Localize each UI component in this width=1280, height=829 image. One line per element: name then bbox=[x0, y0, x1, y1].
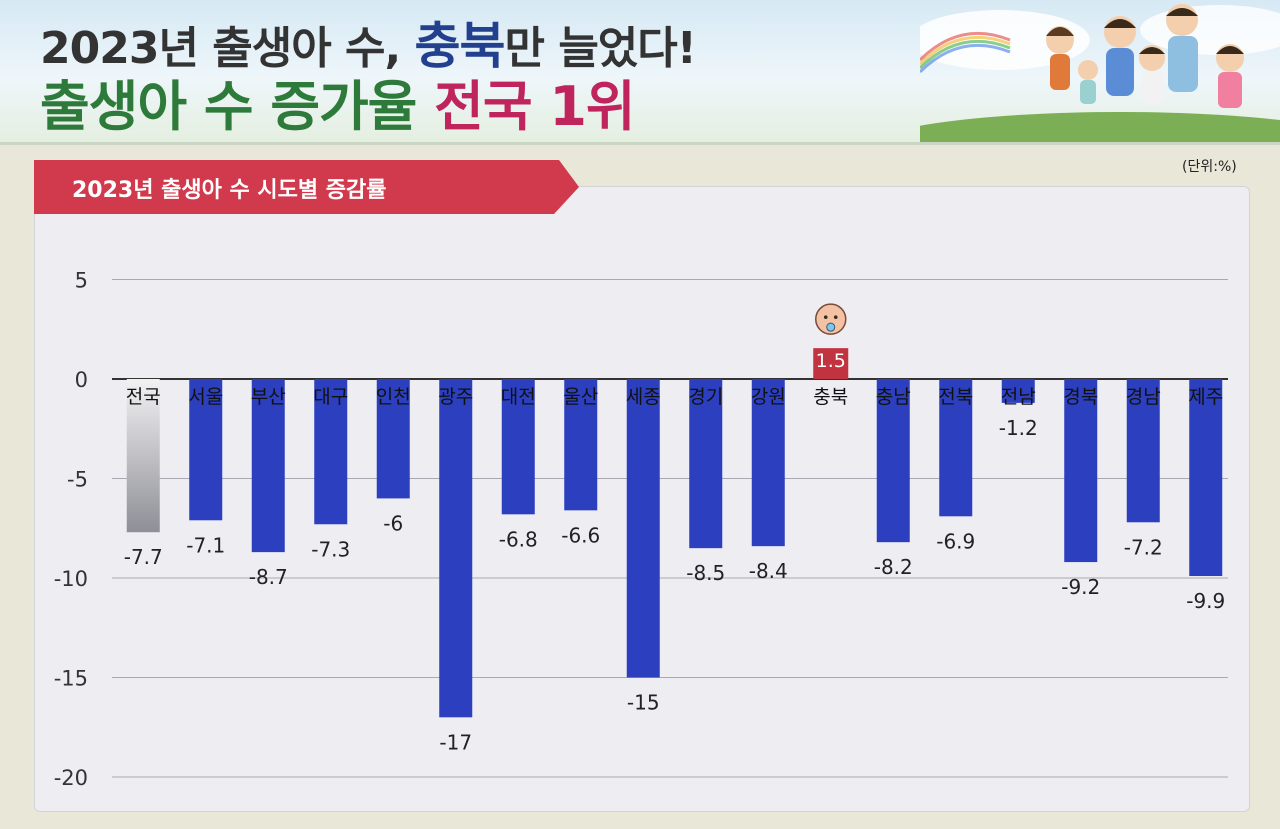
baby-icon-eye bbox=[833, 315, 838, 319]
value-label: -6.6 bbox=[561, 523, 600, 547]
value-label: -15 bbox=[627, 691, 660, 715]
value-label: -7.1 bbox=[186, 533, 225, 557]
y-tick-label: -5 bbox=[67, 468, 88, 492]
category-label: 세종 bbox=[626, 386, 661, 408]
headline-1-highlight: 충북 bbox=[414, 17, 506, 75]
value-label: -6.8 bbox=[499, 527, 538, 551]
value-label: -7.3 bbox=[311, 537, 350, 561]
bar bbox=[689, 379, 723, 549]
category-label: 경남 bbox=[1126, 386, 1161, 408]
chart-title-banner bbox=[34, 160, 579, 214]
y-tick-label: 5 bbox=[75, 269, 88, 293]
y-tick-label: 0 bbox=[75, 368, 88, 392]
category-label: 광주 bbox=[438, 386, 473, 408]
category-label: 제주 bbox=[1188, 386, 1223, 408]
unit-label: (단위:%) bbox=[1182, 159, 1237, 175]
category-label: 대전 bbox=[501, 386, 536, 408]
y-tick-label: -10 bbox=[54, 567, 88, 591]
bar bbox=[314, 379, 348, 525]
bar bbox=[876, 379, 910, 543]
value-label: -7.7 bbox=[124, 545, 163, 569]
value-label: -6 bbox=[383, 511, 403, 535]
chart-title: 2023년 출생아 수 시도별 증감률 bbox=[72, 178, 387, 203]
value-label: -9.2 bbox=[1061, 575, 1100, 599]
value-label: -8.7 bbox=[249, 565, 288, 589]
y-tick-label: -15 bbox=[54, 667, 88, 691]
headline-2-highlight: 전국 1위 bbox=[434, 75, 635, 138]
category-label: 충북 bbox=[813, 386, 848, 408]
category-label: 전국 bbox=[126, 386, 161, 408]
category-label: 서울 bbox=[188, 386, 223, 408]
grid-layer: 5 0 -5 -10 -15 -20 bbox=[54, 269, 1228, 790]
headline-line-2: 출생아 수 증가율 전국 1위 bbox=[40, 62, 636, 141]
value-label: -7.2 bbox=[1124, 535, 1163, 559]
bar-layer bbox=[126, 348, 1223, 718]
category-label: 강원 bbox=[751, 386, 786, 408]
headline-2-text: 출생아 수 증가율 bbox=[40, 75, 435, 138]
value-label: -9.9 bbox=[1186, 589, 1225, 613]
bar bbox=[439, 379, 473, 718]
bar bbox=[1189, 379, 1223, 577]
category-label: 대구 bbox=[313, 386, 348, 408]
value-label: -8.5 bbox=[686, 561, 725, 585]
y-tick-label: -20 bbox=[54, 766, 88, 790]
value-label: -8.4 bbox=[749, 559, 788, 583]
bar bbox=[126, 379, 160, 533]
bar bbox=[251, 379, 285, 553]
category-label: 부산 bbox=[251, 386, 286, 408]
value-label: 1.5 bbox=[816, 350, 846, 372]
headline-1-text-b: 만 늘었다! bbox=[504, 23, 697, 74]
baby-icon-eye bbox=[823, 315, 828, 319]
bar bbox=[813, 348, 849, 379]
headline-line-1: 2023년 출생아 수, 충북만 늘었다! bbox=[40, 6, 697, 78]
value-label: -17 bbox=[439, 730, 472, 754]
bar bbox=[1064, 379, 1098, 563]
pacifier-icon bbox=[826, 322, 836, 332]
value-label: -6.9 bbox=[936, 529, 975, 553]
category-label: 전북 bbox=[938, 386, 973, 408]
bar bbox=[1126, 379, 1160, 523]
header-banner: 2023년 출생아 수, 충북만 늘었다! 출생아 수 증가율 전국 1위 bbox=[0, 0, 1280, 145]
bar bbox=[751, 379, 785, 547]
bar bbox=[376, 379, 410, 499]
category-label: 전남 bbox=[1001, 386, 1036, 408]
bar bbox=[189, 379, 223, 521]
category-label: 울산 bbox=[563, 386, 598, 408]
label-layer: -7.7 전국 -7.1 서울 -8.7 부산 -7.3 대구 -6 인천 -17 광주 -6.8 대전 -… bbox=[124, 303, 1225, 754]
category-label: 충남 bbox=[876, 386, 911, 408]
value-label: -8.2 bbox=[874, 555, 913, 579]
bar bbox=[564, 379, 598, 511]
bar bbox=[1001, 379, 1035, 403]
category-label: 경기 bbox=[688, 386, 723, 408]
family-illustration bbox=[920, 4, 1280, 142]
bar bbox=[501, 379, 535, 515]
bar bbox=[939, 379, 973, 517]
headline-1-text-a: 2023년 출생아 수, bbox=[40, 23, 415, 74]
baby-icon bbox=[815, 303, 847, 335]
bar bbox=[626, 379, 660, 678]
category-label: 인천 bbox=[376, 386, 411, 408]
value-label: -1.2 bbox=[999, 416, 1038, 440]
category-label: 경북 bbox=[1063, 386, 1098, 408]
